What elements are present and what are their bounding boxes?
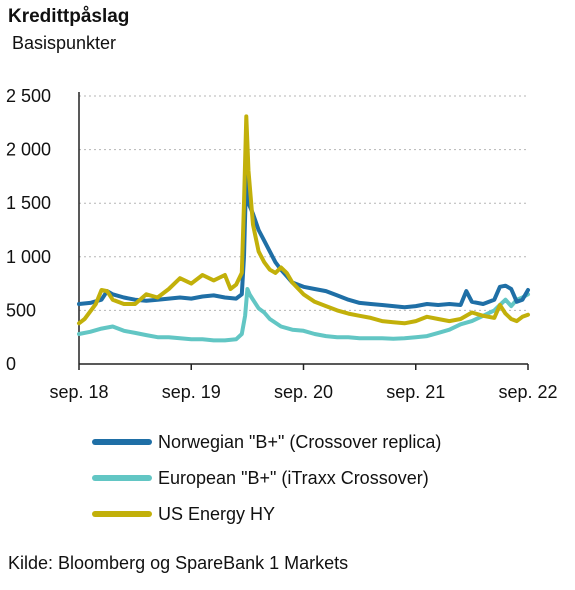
legend-item-european: European "B+" (iTraxx Crossover) xyxy=(92,460,441,496)
x-tick-label: sep. 22 xyxy=(498,382,557,402)
x-tick-label: sep. 21 xyxy=(386,382,445,402)
series-line-us-energy xyxy=(77,114,530,326)
line-chart: 0 500 1 000 1 500 2 000 2 500 sep. 18 sep. 19 se… xyxy=(6,86,558,402)
legend-label-european: European "B+" (iTraxx Crossover) xyxy=(158,467,429,488)
chart-subtitle: Basispunkter xyxy=(12,33,117,53)
chart-legend: Norwegian "B+" (Crossover replica) Europ… xyxy=(92,424,441,532)
y-tick-label: 500 xyxy=(6,300,36,320)
legend-item-norwegian: Norwegian "B+" (Crossover replica) xyxy=(92,424,441,460)
legend-label-norwegian: Norwegian "B+" (Crossover replica) xyxy=(158,431,442,452)
series-line-european xyxy=(77,287,530,343)
chart-title: Kredittpåslag xyxy=(8,6,130,27)
source-note: Kilde: Bloomberg og SpareBank 1 Markets xyxy=(8,553,349,573)
y-tick-label: 0 xyxy=(6,354,16,374)
legend-swatch-us-energy xyxy=(92,511,152,517)
legend-swatch-norwegian xyxy=(92,439,152,445)
y-tick-label: 2 000 xyxy=(6,140,51,160)
y-tick-label: 1 500 xyxy=(6,193,51,213)
x-tick-label: sep. 19 xyxy=(162,382,221,402)
x-tick-label: sep. 20 xyxy=(274,382,333,402)
legend-item-us-energy: US Energy HY xyxy=(92,496,441,532)
y-tick-label: 2 500 xyxy=(6,86,51,106)
legend-label-us-energy: US Energy HY xyxy=(158,503,276,524)
x-tick-label: sep. 18 xyxy=(49,382,108,402)
series-line-norwegian xyxy=(77,171,530,310)
legend-swatch-european xyxy=(92,475,152,481)
y-tick-label: 1 000 xyxy=(6,247,51,267)
